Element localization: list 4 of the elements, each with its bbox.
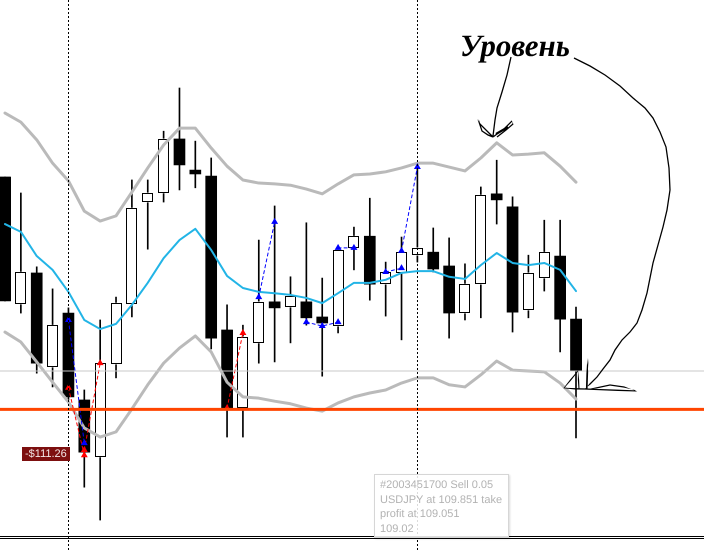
tooltip-panel: #2003451700 Sell 0.05 USDJPY at 109.851 take profit at 109.051 109.02 [374, 474, 509, 538]
annotation: -$111.26 [22, 447, 70, 461]
text: Уровень [460, 28, 570, 63]
annotation: #2003451700 Sell 0.05 USDJPY at 109.851 take profit at 109.051 [380, 478, 504, 522]
